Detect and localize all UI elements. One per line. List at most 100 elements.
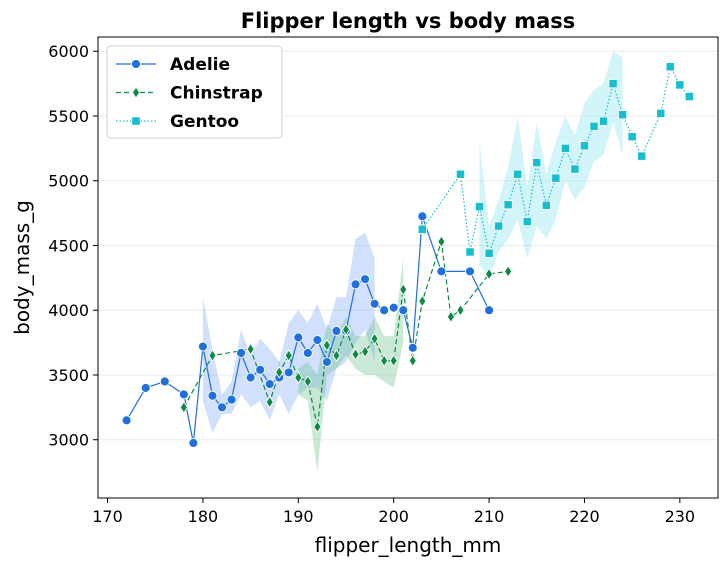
x-axis-ticks: 170 180 190 200 210 220 230 — [92, 498, 695, 526]
chinstrap-point — [341, 323, 351, 336]
gentoo-point — [627, 132, 637, 142]
chinstrap-point — [408, 354, 417, 368]
gentoo-point — [579, 141, 590, 151]
chinstrap-point — [399, 283, 408, 296]
adelie-confidence-band — [202, 232, 375, 434]
gentoo-point — [617, 110, 628, 120]
y-tick-label: 6000 — [48, 42, 89, 61]
x-tick-label: 230 — [665, 507, 696, 526]
gentoo-point — [656, 108, 666, 119]
x-tick-label: 190 — [283, 507, 314, 526]
adelie-point — [159, 376, 170, 387]
adelie-point — [188, 438, 199, 448]
plot-frame — [97, 36, 719, 499]
legend-marker-chinstrap — [131, 86, 141, 99]
chinstrap-point — [208, 349, 217, 362]
adelie-point — [465, 266, 475, 277]
legend-marker-adelie — [131, 59, 141, 69]
gentoo-point — [570, 164, 580, 174]
chinstrap-point — [504, 265, 513, 278]
chinstrap-point — [360, 345, 370, 358]
adelie-point — [121, 415, 132, 426]
x-tick-label: 220 — [569, 507, 600, 526]
adelie-point — [207, 390, 218, 401]
legend-label-gentoo: Gentoo — [170, 112, 239, 132]
adelie-point — [283, 367, 294, 378]
chinstrap-point — [418, 294, 427, 308]
chinstrap-point — [294, 371, 303, 384]
adelie-point — [245, 372, 256, 383]
x-axis-title: flipper_length_mm — [315, 533, 502, 557]
adelie-point — [255, 364, 266, 375]
chinstrap-point — [437, 235, 446, 248]
chinstrap-point — [179, 401, 188, 414]
gentoo-confidence-band — [479, 51, 623, 278]
y-tick-label: 4000 — [48, 301, 89, 320]
legend-label-adelie: Adelie — [170, 55, 230, 75]
y-tick-label: 3500 — [48, 366, 89, 385]
chinstrap-point — [370, 332, 379, 346]
adelie-point — [350, 279, 361, 290]
y-tick-label: 4500 — [48, 236, 89, 255]
adelie-point — [369, 298, 380, 309]
gentoo-point — [608, 78, 618, 89]
chinstrap-point — [332, 349, 341, 362]
gentoo-point — [503, 200, 513, 210]
adelie-point — [302, 348, 313, 358]
chinstrap-point — [389, 354, 398, 368]
gentoo-point — [455, 169, 466, 179]
legend-box — [106, 45, 283, 139]
gentoo-point — [493, 221, 504, 231]
chinstrap-point — [284, 349, 293, 362]
y-tick-label: 5500 — [48, 107, 89, 126]
gentoo-point — [513, 169, 523, 179]
adelie-point — [178, 389, 189, 400]
adelie-point — [331, 326, 342, 336]
chinstrap-point — [456, 303, 465, 317]
chinstrap-point — [265, 395, 274, 409]
gentoo-point — [522, 216, 532, 227]
gentoo-point — [417, 224, 427, 234]
y-tick-label: 5000 — [48, 172, 89, 191]
adelie-point — [321, 357, 332, 367]
gentoo-point — [541, 200, 551, 210]
adelie-point — [379, 305, 390, 316]
y-axis-title: body_mass_g — [10, 200, 34, 335]
y-tick-label: 3000 — [48, 431, 89, 450]
gentoo-point — [637, 151, 647, 161]
gentoo-point — [675, 80, 685, 90]
adelie-point — [388, 302, 399, 313]
adelie-point — [436, 266, 447, 277]
chinstrap-point — [351, 347, 360, 361]
x-tick-label: 210 — [474, 507, 505, 526]
y-axis-ticks: 3000 3500 4000 4500 5000 5500 6000 — [48, 42, 98, 450]
gentoo-point — [532, 157, 542, 168]
adelie-point — [197, 341, 208, 352]
chinstrap-point — [303, 375, 312, 388]
adelie-point — [360, 274, 371, 285]
chinstrap-point — [484, 267, 494, 281]
adelie-point — [417, 211, 428, 222]
chart-title: Flipper length vs body mass — [241, 9, 575, 33]
chinstrap-confidence-band — [298, 258, 404, 473]
adelie-point — [407, 342, 418, 353]
gentoo-point — [560, 143, 571, 154]
gentoo-point — [465, 247, 475, 257]
chinstrap-point — [322, 338, 332, 352]
chinstrap-point — [275, 366, 284, 379]
x-tick-label: 200 — [378, 507, 409, 526]
legend-marker-gentoo — [131, 116, 141, 126]
gentoo-point — [551, 173, 561, 183]
adelie-point — [236, 348, 247, 358]
gentoo-point — [665, 62, 675, 72]
adelie-point — [398, 305, 409, 316]
gentoo-point — [589, 121, 599, 132]
gentoo-point — [484, 248, 494, 258]
chinstrap-point — [380, 354, 389, 368]
chinstrap-point — [446, 310, 456, 324]
adelie-point — [140, 382, 151, 393]
gentoo-point — [684, 91, 695, 102]
adelie-point — [217, 402, 227, 413]
adelie-point — [264, 379, 275, 389]
